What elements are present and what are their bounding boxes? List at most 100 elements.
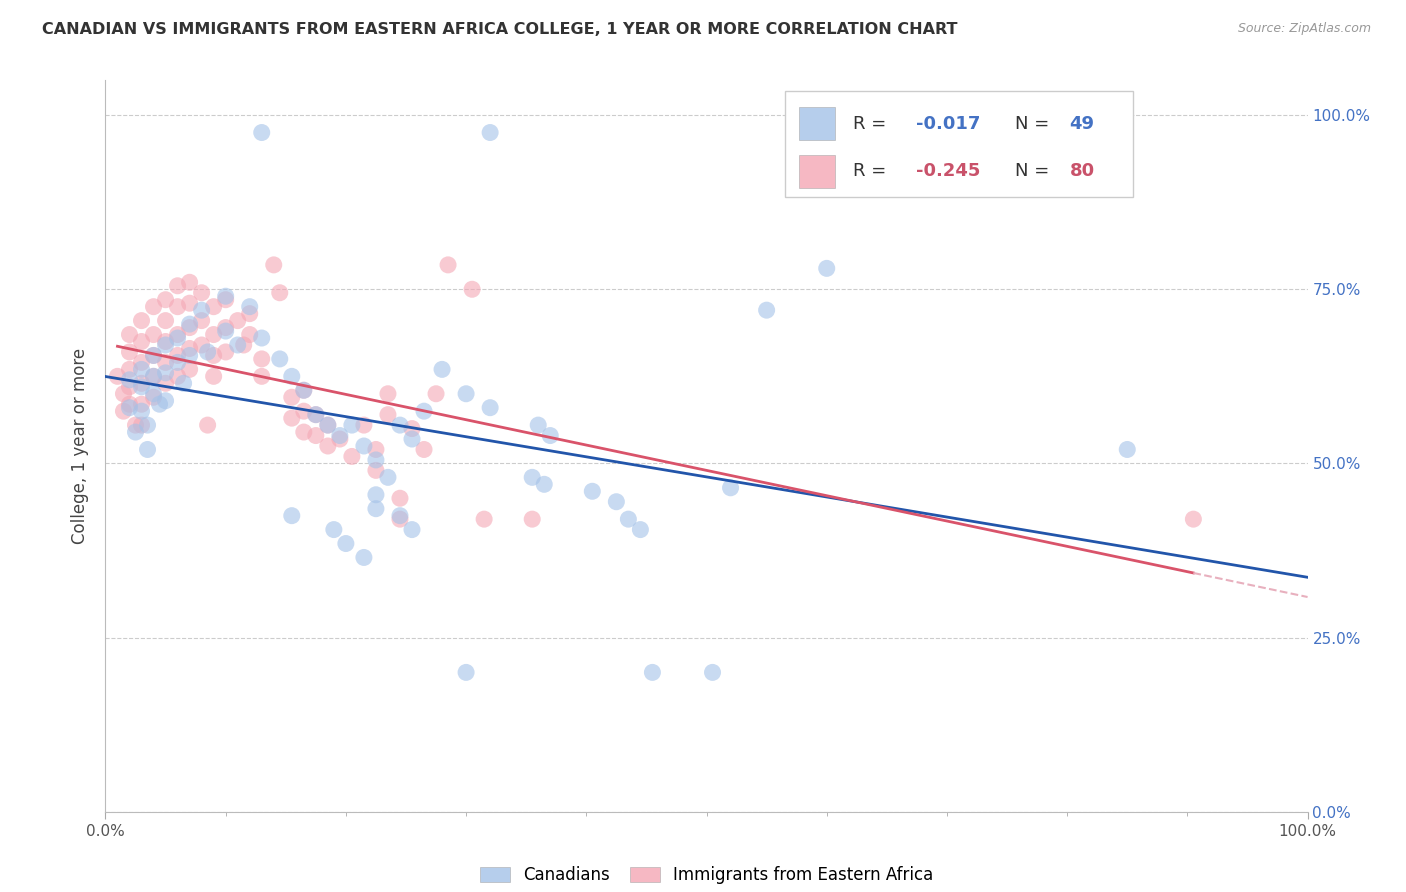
Point: [118, 362, 141, 376]
Point: [413, 404, 436, 418]
Point: [155, 334, 177, 349]
Point: [388, 491, 411, 506]
Point: [166, 355, 188, 369]
Point: [214, 345, 236, 359]
Point: [239, 307, 262, 321]
Text: N =: N =: [1015, 115, 1056, 133]
Point: [118, 373, 141, 387]
Point: [430, 362, 453, 376]
Bar: [785, 91, 1133, 197]
Point: [202, 327, 225, 342]
Text: 49: 49: [1070, 115, 1094, 133]
Point: [179, 348, 201, 362]
Point: [281, 411, 304, 425]
Point: [142, 386, 165, 401]
Point: [131, 313, 153, 327]
Point: [702, 665, 724, 680]
Point: [179, 362, 201, 376]
Point: [316, 418, 339, 433]
Point: [281, 369, 304, 384]
Point: [118, 345, 141, 359]
Point: [641, 665, 664, 680]
Point: [263, 258, 285, 272]
Point: [166, 300, 188, 314]
Point: [155, 313, 177, 327]
Point: [364, 463, 387, 477]
Point: [401, 421, 423, 435]
Point: [131, 418, 153, 433]
Point: [166, 278, 188, 293]
Point: [1116, 442, 1139, 457]
Point: [190, 338, 212, 352]
Point: [538, 428, 561, 442]
Point: [131, 376, 153, 391]
Point: [461, 282, 484, 296]
Point: [292, 384, 315, 398]
Point: [155, 376, 177, 391]
Point: [179, 275, 201, 289]
Point: [605, 494, 627, 508]
Point: [353, 439, 375, 453]
Point: [413, 442, 436, 457]
Point: [124, 418, 146, 433]
Point: [353, 418, 375, 433]
Point: [437, 258, 460, 272]
Point: [454, 665, 477, 680]
Point: [131, 397, 153, 411]
Text: 80: 80: [1070, 162, 1095, 180]
Point: [364, 501, 387, 516]
Point: [136, 442, 159, 457]
Point: [388, 512, 411, 526]
Point: [155, 355, 177, 369]
Point: [131, 334, 153, 349]
Point: [166, 327, 188, 342]
Point: [364, 442, 387, 457]
Text: N =: N =: [1015, 162, 1056, 180]
Point: [340, 418, 363, 433]
Point: [107, 369, 129, 384]
Point: [118, 397, 141, 411]
Point: [179, 317, 201, 331]
Point: [364, 488, 387, 502]
Point: [124, 425, 146, 439]
Point: [353, 550, 375, 565]
Point: [202, 300, 225, 314]
Point: [112, 404, 135, 418]
Point: [755, 303, 778, 318]
Point: [155, 393, 177, 408]
Legend: Canadians, Immigrants from Eastern Africa: Canadians, Immigrants from Eastern Afric…: [479, 866, 934, 884]
Point: [377, 470, 399, 484]
Point: [340, 450, 363, 464]
Point: [214, 324, 236, 338]
Point: [522, 470, 544, 484]
Y-axis label: College, 1 year or more: College, 1 year or more: [72, 348, 90, 544]
Point: [202, 369, 225, 384]
Text: -0.017: -0.017: [915, 115, 980, 133]
Point: [305, 428, 328, 442]
Point: [454, 386, 477, 401]
Point: [142, 369, 165, 384]
Point: [118, 401, 141, 415]
Point: [377, 386, 399, 401]
Point: [316, 439, 339, 453]
Point: [305, 408, 328, 422]
Point: [250, 126, 273, 140]
Point: [118, 327, 141, 342]
Point: [232, 338, 254, 352]
Point: [269, 285, 291, 300]
Point: [281, 508, 304, 523]
Point: [316, 418, 339, 433]
Point: [377, 408, 399, 422]
Point: [131, 404, 153, 418]
Point: [364, 453, 387, 467]
Point: [118, 380, 141, 394]
Point: [197, 345, 219, 359]
Point: [179, 320, 201, 334]
Point: [292, 404, 315, 418]
Point: [401, 432, 423, 446]
Point: [197, 418, 219, 433]
Point: [190, 313, 212, 327]
Point: [131, 380, 153, 394]
Text: R =: R =: [853, 162, 893, 180]
Point: [142, 348, 165, 362]
